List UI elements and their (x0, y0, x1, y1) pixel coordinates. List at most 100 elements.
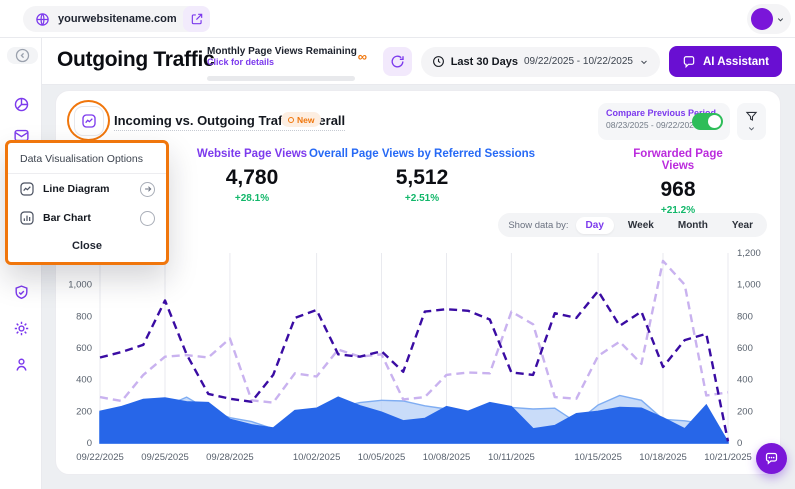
svg-text:600: 600 (76, 343, 92, 354)
svg-text:10/21/2025: 10/21/2025 (704, 452, 752, 463)
chart-type-button[interactable] (74, 106, 104, 136)
svg-text:800: 800 (737, 311, 753, 322)
quota-widget: Monthly Page Views Remaining Click for d… (207, 46, 367, 81)
chevron-down-icon (747, 124, 756, 133)
support-chat-button[interactable] (756, 443, 787, 474)
svg-text:400: 400 (76, 375, 92, 386)
svg-text:200: 200 (76, 406, 92, 417)
new-badge-dot-icon (288, 116, 294, 123)
popup-title: Data Visualisation Options (20, 153, 143, 165)
date-range-selector[interactable]: Last 30 Days 09/22/2025 - 10/22/2025 (420, 46, 660, 77)
chevron-down-icon (639, 57, 649, 67)
sidebar-item-inbox[interactable] (7, 121, 35, 149)
infinity-icon: ∞ (357, 49, 367, 64)
new-badge: New (281, 112, 322, 127)
gear-icon (13, 320, 30, 337)
svg-text:10/08/2025: 10/08/2025 (423, 452, 471, 463)
refresh-button[interactable] (382, 47, 412, 76)
stat-referred-sessions: Overall Page Views by Referred Sessions … (309, 148, 535, 204)
filter-button[interactable] (737, 103, 766, 140)
stat-value: 5,512 (395, 166, 449, 189)
avatar (751, 8, 773, 30)
option-label: Bar Chart (43, 212, 91, 224)
website-name: yourwebsitename.com (58, 13, 177, 25)
option-label: Line Diagram (43, 183, 110, 195)
show-data-by-label: Show data by: (508, 219, 569, 231)
stat-change: +28.1% (234, 193, 270, 204)
chat-icon (682, 55, 696, 69)
website-selector[interactable]: yourwebsitename.com (23, 6, 208, 32)
date-range-value: 09/22/2025 - 10/22/2025 (523, 56, 633, 67)
sidebar-collapse-button[interactable] (7, 47, 38, 64)
data-visualisation-popup: Data Visualisation Options Line Diagram … (5, 140, 169, 265)
compare-range: 08/23/2025 - 09/22/2025 (606, 120, 699, 130)
page-title: Outgoing Traffic (57, 48, 215, 71)
stat-forwarded-page-views: Forwarded Page Views 968 +21.2% (627, 148, 729, 216)
tab-year[interactable]: Year (731, 219, 753, 231)
option-bar-chart[interactable]: Bar Chart (8, 203, 166, 232)
svg-text:10/05/2025: 10/05/2025 (358, 452, 406, 463)
traffic-panel: Incoming vs. Outgoing Traffic Overall Ne… (55, 90, 781, 475)
tab-month[interactable]: Month (677, 219, 708, 231)
popup-close-button[interactable]: Close (72, 240, 102, 252)
stat-label: Forwarded Page Views (633, 148, 723, 172)
stat-change: +21.2% (660, 205, 696, 216)
tab-day[interactable]: Day (575, 216, 614, 234)
svg-text:10/18/2025: 10/18/2025 (639, 452, 687, 463)
top-bar: yourwebsitename.com (0, 0, 795, 38)
svg-text:400: 400 (737, 375, 753, 386)
svg-text:0: 0 (737, 438, 742, 449)
ai-assistant-button[interactable]: AI Assistant (668, 46, 782, 77)
page-header: Outgoing Traffic Monthly Page Views Rema… (42, 38, 795, 85)
traffic-chart-svg: 09/22/2025 09/25/2025 09/28/2025 10/02/2025… (68, 248, 761, 463)
svg-text:600: 600 (737, 343, 753, 354)
date-range-label: Last 30 Days (450, 55, 518, 68)
svg-text:09/22/2025: 09/22/2025 (76, 452, 124, 463)
mail-icon (13, 127, 30, 144)
bar-chart-icon (19, 210, 35, 226)
svg-text:09/25/2025: 09/25/2025 (141, 452, 189, 463)
compare-label: Compare Previous Period (606, 108, 717, 118)
chat-bubble-icon (764, 451, 779, 466)
compare-toggle[interactable] (692, 113, 723, 130)
sidebar-item-account[interactable] (7, 350, 35, 378)
svg-text:10/15/2025: 10/15/2025 (574, 452, 622, 463)
sidebar-item-analytics[interactable] (7, 90, 35, 118)
svg-text:800: 800 (76, 311, 92, 322)
svg-text:1,000: 1,000 (737, 280, 761, 291)
radio-unselected-icon[interactable] (140, 210, 155, 226)
funnel-icon (745, 110, 758, 123)
svg-text:10/11/2025: 10/11/2025 (488, 452, 535, 463)
new-badge-label: New (297, 114, 315, 125)
person-pin-icon (13, 356, 30, 373)
refresh-icon (390, 54, 405, 69)
traffic-chart: 09/22/2025 09/25/2025 09/28/2025 10/02/2025… (64, 239, 774, 472)
svg-text:200: 200 (737, 406, 753, 417)
compare-previous-period[interactable]: Compare Previous Period 08/23/2025 - 09/… (598, 103, 730, 140)
stat-change: +2.51% (404, 193, 440, 204)
svg-text:1,000: 1,000 (68, 280, 92, 291)
quota-progress-bar (207, 76, 355, 81)
stat-value: 968 (660, 178, 696, 201)
selected-arrow-icon[interactable] (140, 181, 155, 197)
sidebar-item-security[interactable] (7, 278, 35, 306)
stat-value: 4,780 (225, 166, 279, 189)
stat-website-page-views: Website Page Views 4,780 +28.1% (197, 148, 307, 204)
open-website-button[interactable] (183, 6, 210, 32)
sidebar-item-settings[interactable] (7, 314, 35, 342)
user-menu[interactable] (747, 4, 791, 34)
ai-assistant-label: AI Assistant (702, 55, 769, 68)
option-line-diagram[interactable]: Line Diagram (8, 174, 166, 203)
popup-divider (8, 173, 166, 174)
quota-details-link[interactable]: Click for details (207, 57, 275, 67)
tab-week[interactable]: Week (627, 219, 654, 231)
pie-chart-icon (13, 96, 30, 113)
globe-icon (35, 12, 50, 27)
svg-text:10/02/2025: 10/02/2025 (293, 452, 341, 463)
line-chart-icon (81, 113, 97, 129)
collapse-circle-icon (14, 47, 31, 64)
show-data-by-tabs: Show data by: Day Week Month Year (498, 213, 767, 237)
chevron-down-icon (776, 15, 785, 24)
svg-text:0: 0 (87, 438, 92, 449)
